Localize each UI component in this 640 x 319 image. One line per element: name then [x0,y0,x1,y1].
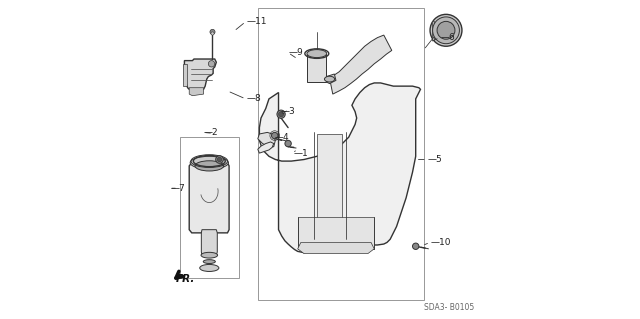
Polygon shape [298,242,374,254]
Text: SDA3- B0105: SDA3- B0105 [424,303,475,312]
Text: —6: —6 [440,33,455,42]
Text: —3: —3 [280,107,295,116]
Circle shape [433,17,460,44]
Polygon shape [202,230,218,255]
Polygon shape [330,35,392,94]
Polygon shape [259,83,420,253]
Circle shape [278,112,284,117]
Circle shape [430,14,462,46]
Ellipse shape [195,161,223,171]
Text: —2: —2 [204,128,218,137]
Text: FR.: FR. [176,274,195,284]
Ellipse shape [204,260,216,263]
Bar [180,137,239,278]
Ellipse shape [200,264,219,271]
Polygon shape [189,163,229,233]
Polygon shape [258,142,274,153]
Circle shape [216,156,223,163]
Circle shape [285,140,291,147]
Ellipse shape [201,252,218,258]
Text: —1: —1 [293,149,308,158]
Circle shape [277,110,285,118]
Polygon shape [431,21,434,40]
Circle shape [413,243,419,249]
Circle shape [437,21,455,39]
Text: —11: —11 [246,17,267,26]
Circle shape [218,157,221,162]
Ellipse shape [307,49,326,57]
Text: —4: —4 [274,133,289,142]
Bar [258,8,424,300]
Text: —8: —8 [246,94,261,103]
Ellipse shape [190,156,228,169]
Circle shape [271,132,278,139]
Polygon shape [183,64,187,86]
Polygon shape [189,88,204,96]
Polygon shape [298,217,374,249]
Polygon shape [258,132,275,147]
Circle shape [209,61,215,67]
Text: —7: —7 [170,184,185,193]
Bar [307,54,326,82]
Text: —10: —10 [431,238,451,247]
Polygon shape [323,74,336,84]
Polygon shape [317,134,342,223]
Ellipse shape [308,50,326,57]
Ellipse shape [324,76,335,82]
Text: —9: —9 [289,48,304,57]
Circle shape [210,29,215,34]
Text: —5: —5 [428,155,443,164]
Polygon shape [184,59,216,89]
Circle shape [211,32,214,35]
